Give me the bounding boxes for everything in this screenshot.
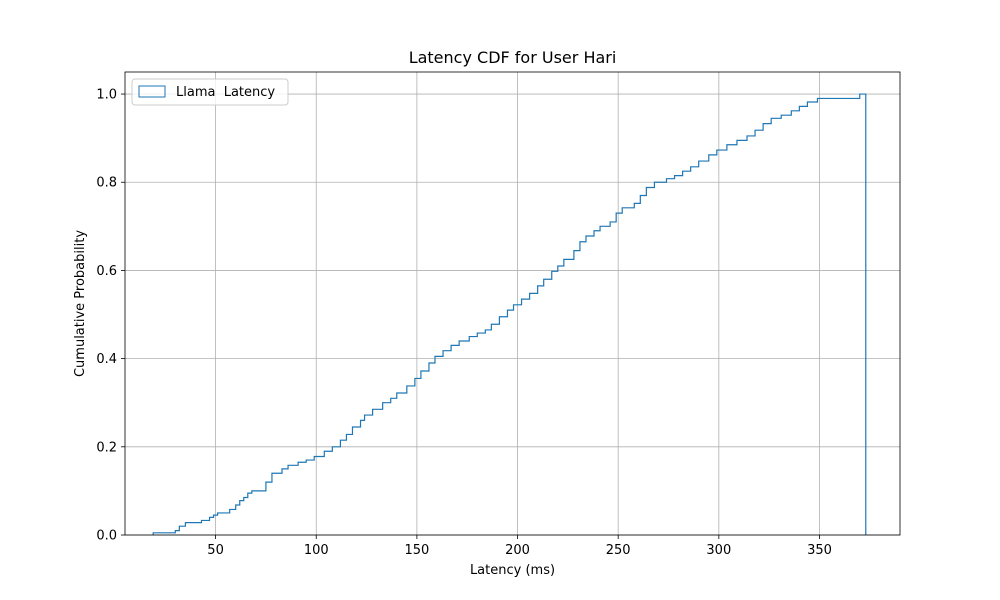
legend-swatch	[138, 85, 166, 98]
series-layer	[152, 93, 867, 535]
chart-title: Latency CDF for User Hari	[409, 48, 617, 67]
x-tick-label: 50	[207, 543, 224, 558]
x-tick-label: 100	[304, 543, 329, 558]
x-tick-label: 300	[706, 543, 731, 558]
x-tick-label: 150	[404, 543, 429, 558]
plot-frame	[124, 71, 901, 536]
x-axis-label: Latency (ms)	[470, 563, 555, 578]
y-tick-label: 1.0	[96, 88, 117, 103]
legend: Llama Latency	[131, 78, 289, 106]
y-tick-label: 0.4	[96, 352, 117, 367]
legend-label: Llama Latency	[176, 85, 275, 100]
tick-layer: 50 100 150 200 250 300 350 0.0 0.2 0.4 0.6 0.8 1.0	[96, 88, 832, 558]
y-tick-label: 0.2	[96, 440, 117, 455]
x-tick-label: 200	[505, 543, 530, 558]
y-axis-label: Cumulative Probability	[73, 230, 88, 377]
y-tick-label: 0.0	[96, 529, 117, 544]
x-tick-label: 350	[807, 543, 832, 558]
x-tick-label: 250	[606, 543, 631, 558]
y-tick-label: 0.6	[96, 264, 117, 279]
y-tick-label: 0.8	[96, 176, 117, 191]
legend-box	[131, 78, 289, 106]
series-line-0	[152, 93, 867, 535]
